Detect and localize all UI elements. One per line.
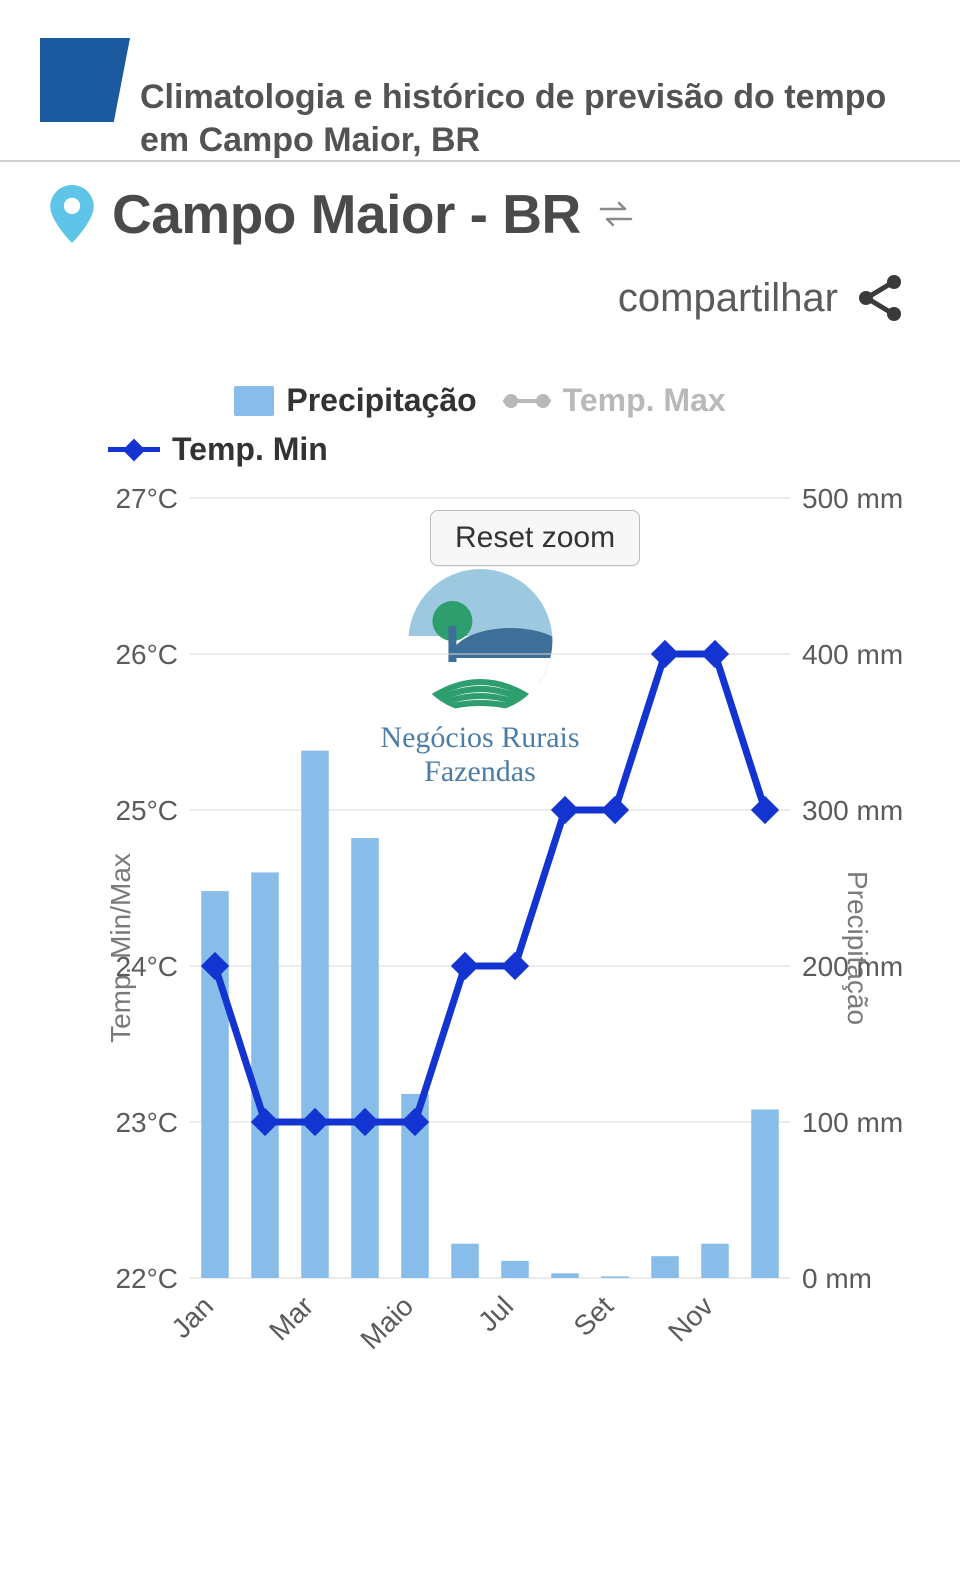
legend-swatch-tmax: [503, 399, 551, 403]
legend-swatch-precip: [234, 386, 274, 416]
svg-text:Jul: Jul: [472, 1290, 519, 1337]
legend-label-precip: Precipitação: [286, 382, 476, 419]
svg-text:24°C: 24°C: [115, 951, 178, 982]
legend-label-tmax: Temp. Max: [563, 382, 726, 419]
legend-swatch-tmin: [108, 442, 160, 458]
svg-text:22°C: 22°C: [115, 1263, 178, 1294]
svg-text:Nov: Nov: [662, 1290, 719, 1347]
svg-text:300 mm: 300 mm: [802, 795, 903, 826]
svg-text:Maio: Maio: [354, 1290, 419, 1355]
legend-item-tmin[interactable]: Temp. Min: [100, 431, 860, 468]
legend-label-tmin: Temp. Min: [172, 431, 328, 468]
swap-icon[interactable]: [599, 200, 633, 228]
svg-text:100 mm: 100 mm: [802, 1107, 903, 1138]
location-name: Campo Maior - BR: [112, 182, 581, 246]
legend-item-precip[interactable]: Precipitação: [234, 382, 476, 419]
location-pin-icon: [50, 185, 94, 243]
svg-text:27°C: 27°C: [115, 488, 178, 514]
svg-text:26°C: 26°C: [115, 639, 178, 670]
svg-text:500 mm: 500 mm: [802, 488, 903, 514]
svg-text:25°C: 25°C: [115, 795, 178, 826]
share-label[interactable]: compartilhar: [618, 276, 838, 321]
chart-svg: 22°C 23°C 24°C 25°C 26°C 27°C 0 mm 100 mm 200 mm…: [30, 488, 930, 1408]
svg-text:Mar: Mar: [263, 1290, 319, 1346]
legend-item-tmax[interactable]: Temp. Max: [503, 382, 726, 419]
svg-text:Set: Set: [568, 1290, 620, 1342]
svg-text:Jan: Jan: [165, 1290, 219, 1344]
svg-text:200 mm: 200 mm: [802, 951, 903, 982]
chart-plot[interactable]: Temp. Min/Max Precipitação Reset zoom: [30, 488, 930, 1408]
chart-legend: Precipitação Temp. Max Temp. Min: [30, 382, 930, 488]
svg-text:23°C: 23°C: [115, 1107, 178, 1138]
header-tab-shape: [40, 38, 130, 122]
page-title: Climatologia e histórico de previsão do …: [140, 60, 920, 161]
svg-text:400 mm: 400 mm: [802, 639, 903, 670]
svg-text:0 mm: 0 mm: [802, 1263, 872, 1294]
share-icon[interactable]: [856, 274, 904, 322]
